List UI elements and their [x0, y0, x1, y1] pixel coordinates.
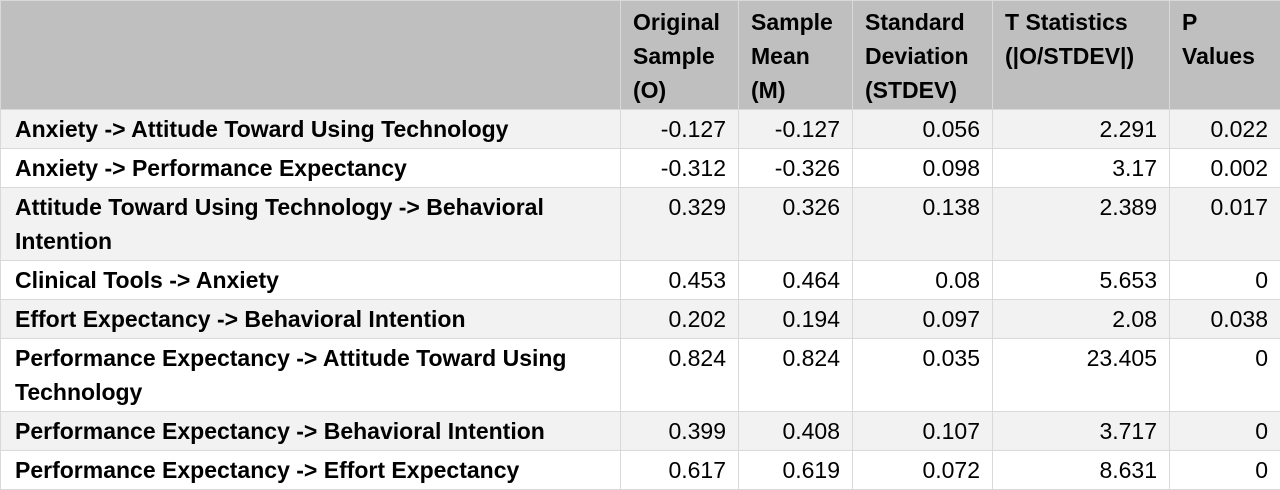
t-statistic-cell: 3.17 [993, 149, 1170, 188]
path-label: Attitude Toward Using Technology -> Beha… [1, 188, 621, 261]
sample-mean-cell: 0.824 [739, 339, 853, 412]
original-sample-cell: 0.824 [621, 339, 739, 412]
table-row: Effort Expectancy -> Behavioral Intentio… [1, 300, 1280, 339]
p-value-cell: 0 [1170, 261, 1280, 300]
header-t-statistics: T Statistics (|O/STDEV|) [993, 1, 1170, 110]
stdev-cell: 0.056 [853, 110, 993, 149]
table-row: Anxiety -> Performance Expectancy -0.312… [1, 149, 1280, 188]
path-label: Clinical Tools -> Anxiety [1, 261, 621, 300]
path-label: Performance Expectancy -> Effort Expecta… [1, 451, 621, 490]
table-row: Anxiety -> Attitude Toward Using Technol… [1, 110, 1280, 149]
original-sample-cell: 0.202 [621, 300, 739, 339]
t-statistic-cell: 2.291 [993, 110, 1170, 149]
sample-mean-cell: 0.194 [739, 300, 853, 339]
header-row: Original Sample (O) Sample Mean (M) Stan… [1, 1, 1280, 110]
header-standard-deviation: Standard Deviation (STDEV) [853, 1, 993, 110]
path-label: Anxiety -> Attitude Toward Using Technol… [1, 110, 621, 149]
sample-mean-cell: 0.619 [739, 451, 853, 490]
path-label: Anxiety -> Performance Expectancy [1, 149, 621, 188]
original-sample-cell: 0.399 [621, 412, 739, 451]
sample-mean-cell: 0.464 [739, 261, 853, 300]
original-sample-cell: -0.312 [621, 149, 739, 188]
sample-mean-cell: -0.326 [739, 149, 853, 188]
path-label: Performance Expectancy -> Attitude Towar… [1, 339, 621, 412]
original-sample-cell: 0.617 [621, 451, 739, 490]
path-label: Performance Expectancy -> Behavioral Int… [1, 412, 621, 451]
header-path [1, 1, 621, 110]
p-value-cell: 0 [1170, 339, 1280, 412]
path-label: Effort Expectancy -> Behavioral Intentio… [1, 300, 621, 339]
p-value-cell: 0.022 [1170, 110, 1280, 149]
table-body: Anxiety -> Attitude Toward Using Technol… [1, 110, 1280, 490]
sample-mean-cell: 0.326 [739, 188, 853, 261]
original-sample-cell: 0.329 [621, 188, 739, 261]
table-row: Attitude Toward Using Technology -> Beha… [1, 188, 1280, 261]
stdev-cell: 0.107 [853, 412, 993, 451]
p-value-cell: 0.002 [1170, 149, 1280, 188]
t-statistic-cell: 23.405 [993, 339, 1170, 412]
sample-mean-cell: 0.408 [739, 412, 853, 451]
stdev-cell: 0.138 [853, 188, 993, 261]
p-value-cell: 0 [1170, 451, 1280, 490]
table-row: Performance Expectancy -> Attitude Towar… [1, 339, 1280, 412]
p-value-cell: 0 [1170, 412, 1280, 451]
t-statistic-cell: 2.389 [993, 188, 1170, 261]
t-statistic-cell: 2.08 [993, 300, 1170, 339]
stdev-cell: 0.098 [853, 149, 993, 188]
table-row: Clinical Tools -> Anxiety 0.453 0.464 0.… [1, 261, 1280, 300]
stdev-cell: 0.097 [853, 300, 993, 339]
t-statistic-cell: 5.653 [993, 261, 1170, 300]
stdev-cell: 0.072 [853, 451, 993, 490]
t-statistic-cell: 3.717 [993, 412, 1170, 451]
header-sample-mean: Sample Mean (M) [739, 1, 853, 110]
header-p-values: P Values [1170, 1, 1280, 110]
original-sample-cell: -0.127 [621, 110, 739, 149]
stdev-cell: 0.035 [853, 339, 993, 412]
original-sample-cell: 0.453 [621, 261, 739, 300]
table-row: Performance Expectancy -> Effort Expecta… [1, 451, 1280, 490]
p-value-cell: 0.017 [1170, 188, 1280, 261]
table-row: Performance Expectancy -> Behavioral Int… [1, 412, 1280, 451]
p-value-cell: 0.038 [1170, 300, 1280, 339]
t-statistic-cell: 8.631 [993, 451, 1170, 490]
header-original-sample: Original Sample (O) [621, 1, 739, 110]
sample-mean-cell: -0.127 [739, 110, 853, 149]
table-header: Original Sample (O) Sample Mean (M) Stan… [1, 1, 1280, 110]
stdev-cell: 0.08 [853, 261, 993, 300]
